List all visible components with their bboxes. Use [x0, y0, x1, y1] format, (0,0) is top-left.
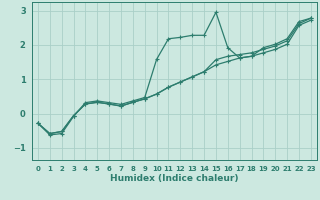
X-axis label: Humidex (Indice chaleur): Humidex (Indice chaleur): [110, 174, 239, 183]
